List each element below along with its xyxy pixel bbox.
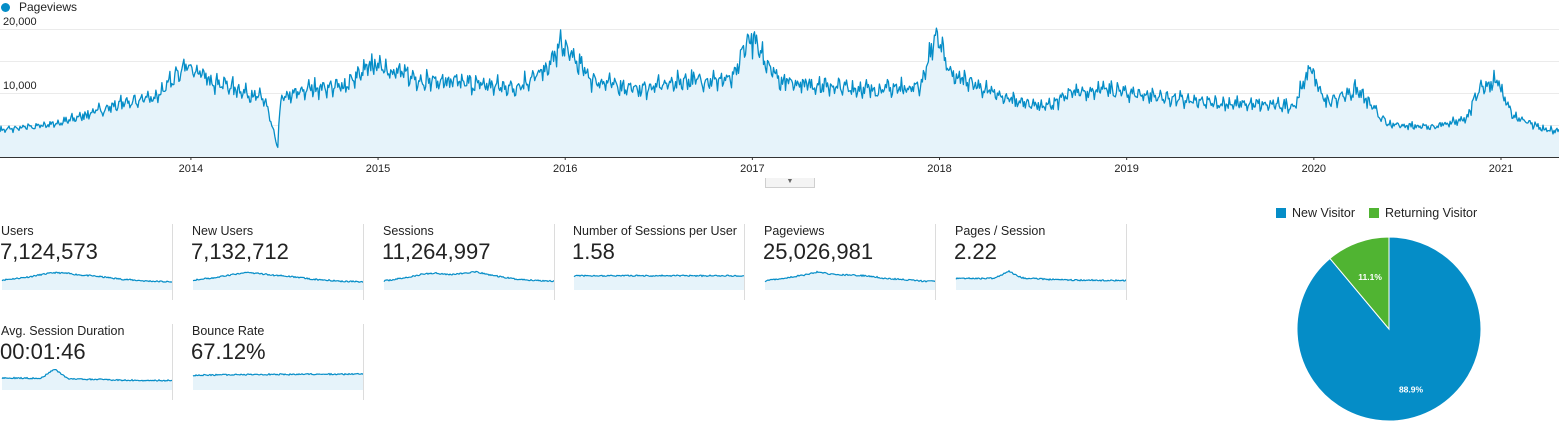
metric-sparkline (1, 369, 172, 390)
sparkline-line (573, 274, 744, 278)
sparkline-area (765, 271, 935, 290)
metric-value: 25,026,981 (763, 239, 874, 264)
sparkline-area (193, 272, 363, 290)
sparkline-line (1, 369, 172, 382)
metric-sparkline (383, 270, 554, 290)
pie-slice[interactable] (1296, 236, 1482, 422)
pie-slice-label: 88.9% (1399, 385, 1424, 395)
pageviews-timeline-chart[interactable]: 20,000 10,000 2014 2015 2016 2017 2018 2019 2020… (0, 14, 1559, 180)
metric-tile[interactable]: Pages / Session 2.22 (954, 224, 1127, 300)
sparkline-line (383, 270, 554, 283)
metric-sparkline (764, 270, 935, 290)
series-area-pageviews (0, 28, 1559, 158)
metric-label: Number of Sessions per User (573, 224, 737, 238)
legend-swatch (1368, 208, 1379, 218)
metric-label: Bounce Rate (192, 324, 265, 338)
metric-tile[interactable]: Avg. Session Duration 00:01:46 (0, 324, 173, 400)
metric-label: Pages / Session (955, 224, 1046, 238)
pie-slice[interactable] (1329, 236, 1390, 331)
metric-value: 67.12% (191, 339, 266, 364)
sparkline-line (192, 372, 363, 377)
metric-label: New Users (192, 224, 254, 238)
pie-legend-new-visitor[interactable]: New Visitor (1276, 206, 1355, 220)
series-color-dot (1, 2, 10, 12)
metric-sparkline (573, 274, 744, 290)
sparkline-area (2, 369, 172, 390)
sparkline-line (955, 269, 1126, 282)
y-tick-label: 20,000 (3, 16, 37, 28)
sparkline-line (764, 270, 935, 283)
metric-value: 11,264,997 (382, 239, 491, 264)
legend-label: Pageviews (19, 0, 78, 14)
sparkline-area (2, 272, 172, 290)
metric-sparkline (192, 372, 363, 390)
x-tick-label: 2018 (927, 163, 951, 175)
metric-sparkline (192, 271, 363, 290)
sparkline-area (574, 275, 744, 290)
pie-legend-label: Returning Visitor (1384, 206, 1478, 220)
sparkline-line (192, 271, 363, 283)
sparkline-area (193, 373, 363, 390)
x-tick-label: 2015 (366, 163, 390, 175)
metric-value: 1.58 (572, 239, 615, 264)
metric-value: 00:01:46 (0, 339, 86, 364)
metric-tile[interactable]: Pageviews 25,026,981 (763, 224, 936, 300)
x-tick-label: 2019 (1114, 163, 1138, 175)
metric-value: 2.22 (954, 239, 997, 264)
pie-slice-label: 11.1% (1358, 272, 1382, 282)
y-tick-label: 10,000 (3, 80, 37, 92)
metric-sparkline (955, 269, 1126, 290)
metric-label: Avg. Session Duration (1, 324, 125, 338)
metric-tile[interactable]: Number of Sessions per User 1.58 (572, 224, 745, 300)
metric-label: Sessions (383, 224, 434, 238)
x-tick-label: 2021 (1489, 163, 1513, 175)
chevron-down-icon: ▼ (786, 178, 794, 185)
pie-legend-label: New Visitor (1292, 206, 1355, 220)
metric-tile[interactable]: New Users 7,132,712 (191, 224, 364, 300)
x-tick-label: 2014 (179, 163, 203, 175)
chart-collapse-toggle[interactable]: ▼ (765, 178, 815, 188)
metric-value: 7,132,712 (191, 239, 289, 264)
metric-value: 7,124,573 (0, 239, 98, 264)
metric-tile[interactable]: Bounce Rate 67.12% (191, 324, 364, 400)
pie-legend-returning-visitor[interactable]: Returning Visitor (1368, 206, 1478, 220)
metric-tile[interactable]: Users 7,124,573 (0, 224, 173, 300)
pie-legend: New Visitor Returning Visitor (1276, 206, 1491, 220)
x-tick-label: 2020 (1302, 163, 1326, 175)
x-tick-label: 2017 (740, 163, 764, 175)
sparkline-line (1, 271, 172, 283)
visitor-type-pie-chart[interactable]: 88.9% 11.1% (1294, 236, 1484, 422)
sparkline-area (956, 270, 1126, 290)
x-tick-label: 2016 (553, 163, 577, 175)
series-line-pageviews[interactable] (0, 27, 1559, 149)
metric-sparkline (1, 271, 172, 290)
metric-label: Users (1, 224, 34, 238)
chart-legend[interactable]: Pageviews (0, 0, 77, 14)
metric-label: Pageviews (764, 224, 825, 238)
legend-swatch (1276, 208, 1286, 218)
sparkline-area (384, 271, 554, 290)
metric-tile[interactable]: Sessions 11,264,997 (382, 224, 555, 300)
